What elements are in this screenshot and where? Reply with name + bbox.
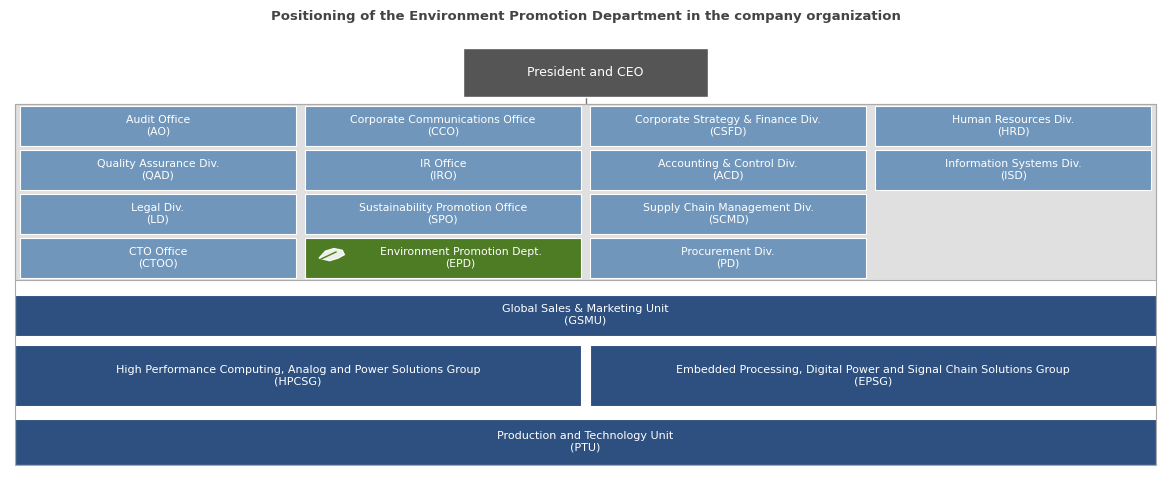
Text: Legal Div.
(LD): Legal Div. (LD)	[131, 203, 184, 225]
Bar	[875, 194, 1151, 234]
Bar	[590, 194, 867, 234]
Text: Corporate Strategy & Finance Div.
(CSFD): Corporate Strategy & Finance Div. (CSFD)	[635, 115, 821, 137]
Text: Supply Chain Management Div.
(SCMD): Supply Chain Management Div. (SCMD)	[643, 203, 814, 225]
Text: Corporate Communications Office
(CCO): Corporate Communications Office (CCO)	[350, 115, 535, 137]
Text: Environment Promotion Dept.
(EPD): Environment Promotion Dept. (EPD)	[379, 247, 541, 269]
Text: Information Systems Div.
(ISD): Information Systems Div. (ISD)	[945, 159, 1082, 181]
Bar	[15, 295, 1156, 336]
Bar	[875, 150, 1151, 190]
Text: Sustainability Promotion Office
(SPO): Sustainability Promotion Office (SPO)	[358, 203, 527, 225]
Text: Global Sales & Marketing Unit
(GSMU): Global Sales & Marketing Unit (GSMU)	[502, 304, 669, 326]
Bar	[590, 150, 867, 190]
Bar	[590, 106, 867, 146]
Bar	[20, 106, 295, 146]
Bar	[875, 238, 1151, 278]
Text: IR Office
(IRO): IR Office (IRO)	[419, 159, 466, 181]
Text: Human Resources Div.
(HRD): Human Resources Div. (HRD)	[952, 115, 1074, 137]
Text: President and CEO: President and CEO	[527, 66, 644, 79]
Bar	[20, 150, 295, 190]
Bar	[15, 104, 1156, 465]
Text: Procurement Div.
(PD): Procurement Div. (PD)	[682, 247, 775, 269]
Bar	[463, 48, 708, 97]
Text: Embedded Processing, Digital Power and Signal Chain Solutions Group
(EPSG): Embedded Processing, Digital Power and S…	[676, 365, 1070, 386]
Text: CTO Office
(CTOO): CTO Office (CTOO)	[129, 247, 187, 269]
Bar	[20, 194, 295, 234]
Bar	[20, 238, 295, 278]
Polygon shape	[319, 249, 344, 261]
Bar	[304, 238, 581, 278]
Bar	[590, 345, 1156, 406]
Bar	[875, 106, 1151, 146]
Text: Quality Assurance Div.
(QAD): Quality Assurance Div. (QAD)	[96, 159, 219, 181]
Bar	[15, 345, 581, 406]
Bar	[304, 106, 581, 146]
Bar	[304, 194, 581, 234]
Text: Accounting & Control Div.
(ACD): Accounting & Control Div. (ACD)	[658, 159, 797, 181]
Text: Audit Office
(AO): Audit Office (AO)	[125, 115, 190, 137]
Bar	[590, 238, 867, 278]
Bar	[15, 104, 1156, 280]
Text: Production and Technology Unit
(PTU): Production and Technology Unit (PTU)	[498, 431, 673, 453]
Text: High Performance Computing, Analog and Power Solutions Group
(HPCSG): High Performance Computing, Analog and P…	[116, 365, 480, 386]
Bar	[304, 150, 581, 190]
Text: Positioning of the Environment Promotion Department in the company organization: Positioning of the Environment Promotion…	[271, 11, 900, 23]
Bar	[15, 419, 1156, 465]
